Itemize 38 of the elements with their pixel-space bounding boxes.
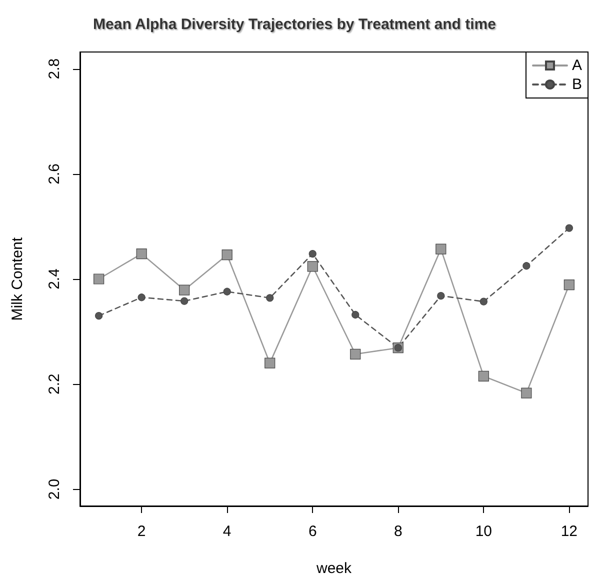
- chart-title: Mean Alpha Diversity Trajectories by Treatment and time: [93, 16, 496, 33]
- point: [94, 274, 104, 284]
- point: [521, 388, 532, 398]
- point: [436, 244, 446, 254]
- x-tick-label: 8: [394, 523, 402, 540]
- x-tick-label: 12: [560, 523, 578, 540]
- x-axis-title: week: [315, 560, 352, 577]
- point: [179, 284, 190, 296]
- x-tick-label: 6: [308, 523, 317, 540]
- point: [522, 262, 530, 270]
- point: [307, 261, 318, 272]
- y-tick-label: 2.6: [46, 163, 63, 184]
- point: [480, 298, 488, 306]
- x-tick-label: 10: [475, 523, 492, 540]
- point: [308, 250, 316, 258]
- point: [437, 292, 445, 300]
- legend-label: A: [572, 57, 582, 74]
- point: [95, 312, 103, 320]
- y-tick-label: 2.8: [46, 58, 63, 80]
- point: [352, 310, 360, 319]
- y-axis-title: Milk Content: [9, 236, 26, 321]
- point: [478, 370, 489, 382]
- y-tick-label: 2.0: [46, 478, 63, 500]
- y-tick-label: 2.2: [46, 374, 63, 395]
- point: [564, 279, 574, 290]
- x-tick-label: 4: [222, 523, 232, 540]
- point: [266, 294, 274, 302]
- point: [138, 294, 146, 302]
- y-tick-label: 2.4: [46, 268, 63, 290]
- point: [136, 248, 147, 260]
- point: [180, 297, 188, 305]
- point: [350, 348, 361, 360]
- point: [565, 224, 573, 232]
- point: [222, 250, 232, 260]
- point: [264, 358, 276, 368]
- x-tick-label: 2: [137, 523, 146, 540]
- point: [223, 288, 231, 296]
- legend-label: B: [572, 76, 582, 93]
